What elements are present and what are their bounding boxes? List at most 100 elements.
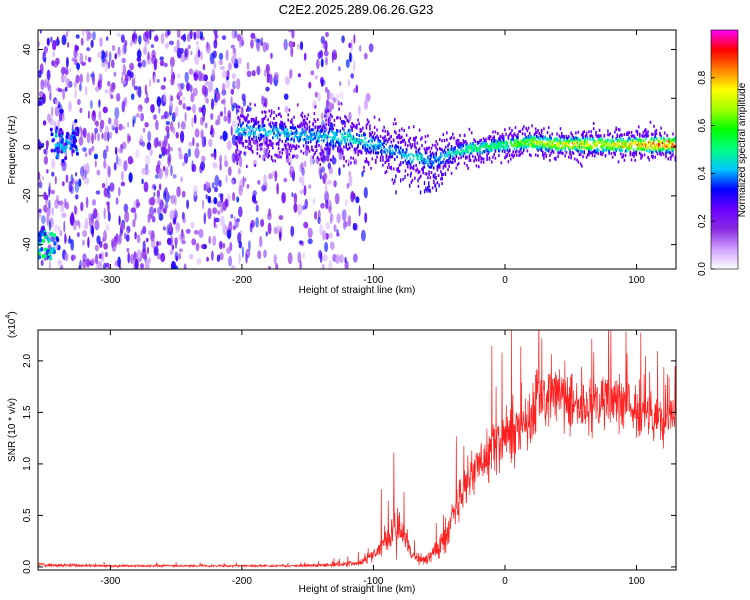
heatmap-cell [631, 140, 634, 144]
heatmap-cell [98, 99, 101, 108]
heatmap-cell [349, 128, 351, 132]
heatmap-cell [324, 133, 326, 137]
heatmap-cell [241, 114, 243, 118]
heatmap-cell [596, 150, 598, 154]
heatmap-cell [250, 131, 252, 134]
heatmap-cell [180, 130, 185, 143]
heatmap-cell [168, 102, 174, 114]
heatmap-cell [113, 71, 117, 77]
heatmap-cell [78, 52, 83, 63]
heatmap-cell [257, 120, 260, 124]
heatmap-cell [156, 96, 162, 107]
heatmap-cell [121, 71, 125, 76]
heatmap-cell [526, 144, 529, 148]
heatmap-cell [362, 126, 364, 130]
heatmap-cell [637, 139, 640, 143]
heatmap-cell [99, 37, 103, 48]
heatmap-cell [647, 156, 649, 159]
heatmap-cell [601, 143, 603, 147]
heatmap-cell [54, 106, 60, 117]
heatmap-cell [323, 50, 329, 57]
heatmap-cell [475, 158, 478, 162]
heatmap-cell [288, 108, 291, 112]
heatmap-cell [662, 140, 665, 143]
heatmap-cell [364, 160, 366, 163]
heatmap-cell [192, 104, 196, 114]
heatmap-cell [591, 153, 594, 157]
heatmap-cell [269, 124, 272, 128]
heatmap-cell [359, 139, 361, 141]
heatmap-cell [667, 144, 669, 148]
heatmap-cell [391, 155, 394, 159]
heatmap-cell [360, 134, 363, 137]
heatmap-cell [70, 239, 75, 251]
heatmap-cell [523, 148, 525, 152]
heatmap-cell [319, 152, 321, 156]
heatmap-cell [176, 30, 181, 39]
heatmap-cell [404, 153, 407, 157]
heatmap-cell [237, 115, 240, 119]
heatmap-cell [578, 153, 581, 156]
heatmap-cell [551, 149, 553, 153]
heatmap-cell [69, 67, 72, 72]
heatmap-cell [324, 86, 328, 93]
heatmap-cell [462, 154, 465, 158]
heatmap-cell [145, 237, 149, 243]
heatmap-cell [353, 147, 356, 151]
heatmap-cell [178, 99, 183, 106]
heatmap-cell [279, 123, 281, 127]
heatmap-cell [603, 148, 606, 152]
heatmap-cell [239, 128, 241, 131]
heatmap-cell [46, 236, 50, 242]
heatmap-cell [142, 127, 146, 133]
heatmap-cell [263, 103, 266, 106]
heatmap-cell [439, 163, 441, 167]
heatmap-cell [602, 149, 604, 153]
heatmap-cell [144, 154, 150, 166]
heatmap-cell [76, 62, 80, 70]
heatmap-cell [407, 154, 409, 158]
heatmap-cell [283, 127, 286, 131]
heatmap-cell [394, 145, 396, 149]
heatmap-cell [324, 40, 328, 52]
heatmap-cell [350, 39, 353, 52]
heatmap-cell [427, 134, 429, 138]
heatmap-cell [373, 146, 376, 150]
heatmap-cell [352, 123, 355, 127]
heatmap-cell [133, 251, 138, 262]
heatmap-cell [626, 146, 628, 150]
heatmap-cell [547, 146, 550, 150]
heatmap-cell [276, 127, 279, 131]
heatmap-cell [321, 166, 325, 173]
heatmap-cell [104, 262, 110, 268]
heatmap-cell [186, 82, 191, 92]
heatmap-cell [178, 248, 184, 253]
heatmap-cell [65, 69, 69, 76]
heatmap-cell [628, 142, 630, 146]
heatmap-cell [417, 184, 420, 188]
heatmap-cell [50, 236, 56, 242]
heatmap-cell [500, 142, 503, 145]
heatmap-cell [486, 149, 488, 153]
heatmap-cell [450, 147, 453, 151]
heatmap-cell [389, 149, 391, 153]
heatmap-cell [52, 249, 57, 255]
heatmap-cell [607, 138, 609, 142]
heatmap-cell [475, 149, 478, 152]
heatmap-cell [624, 140, 627, 144]
heatmap-cell [353, 137, 356, 140]
heatmap-cell [492, 140, 494, 144]
heatmap-cell [583, 130, 585, 134]
heatmap-cell [577, 147, 580, 150]
heatmap-cell [434, 183, 437, 188]
heatmap-cell [156, 189, 160, 199]
heatmap-cell [520, 146, 523, 150]
heatmap-cell [318, 166, 323, 176]
heatmap-cell [409, 157, 411, 161]
heatmap-cell [251, 128, 254, 132]
heatmap-cell [277, 143, 280, 147]
heatmap-cell [633, 153, 635, 157]
heatmap-cell [61, 34, 67, 46]
heatmap-cell [122, 43, 127, 56]
heatmap-cell [403, 138, 405, 142]
